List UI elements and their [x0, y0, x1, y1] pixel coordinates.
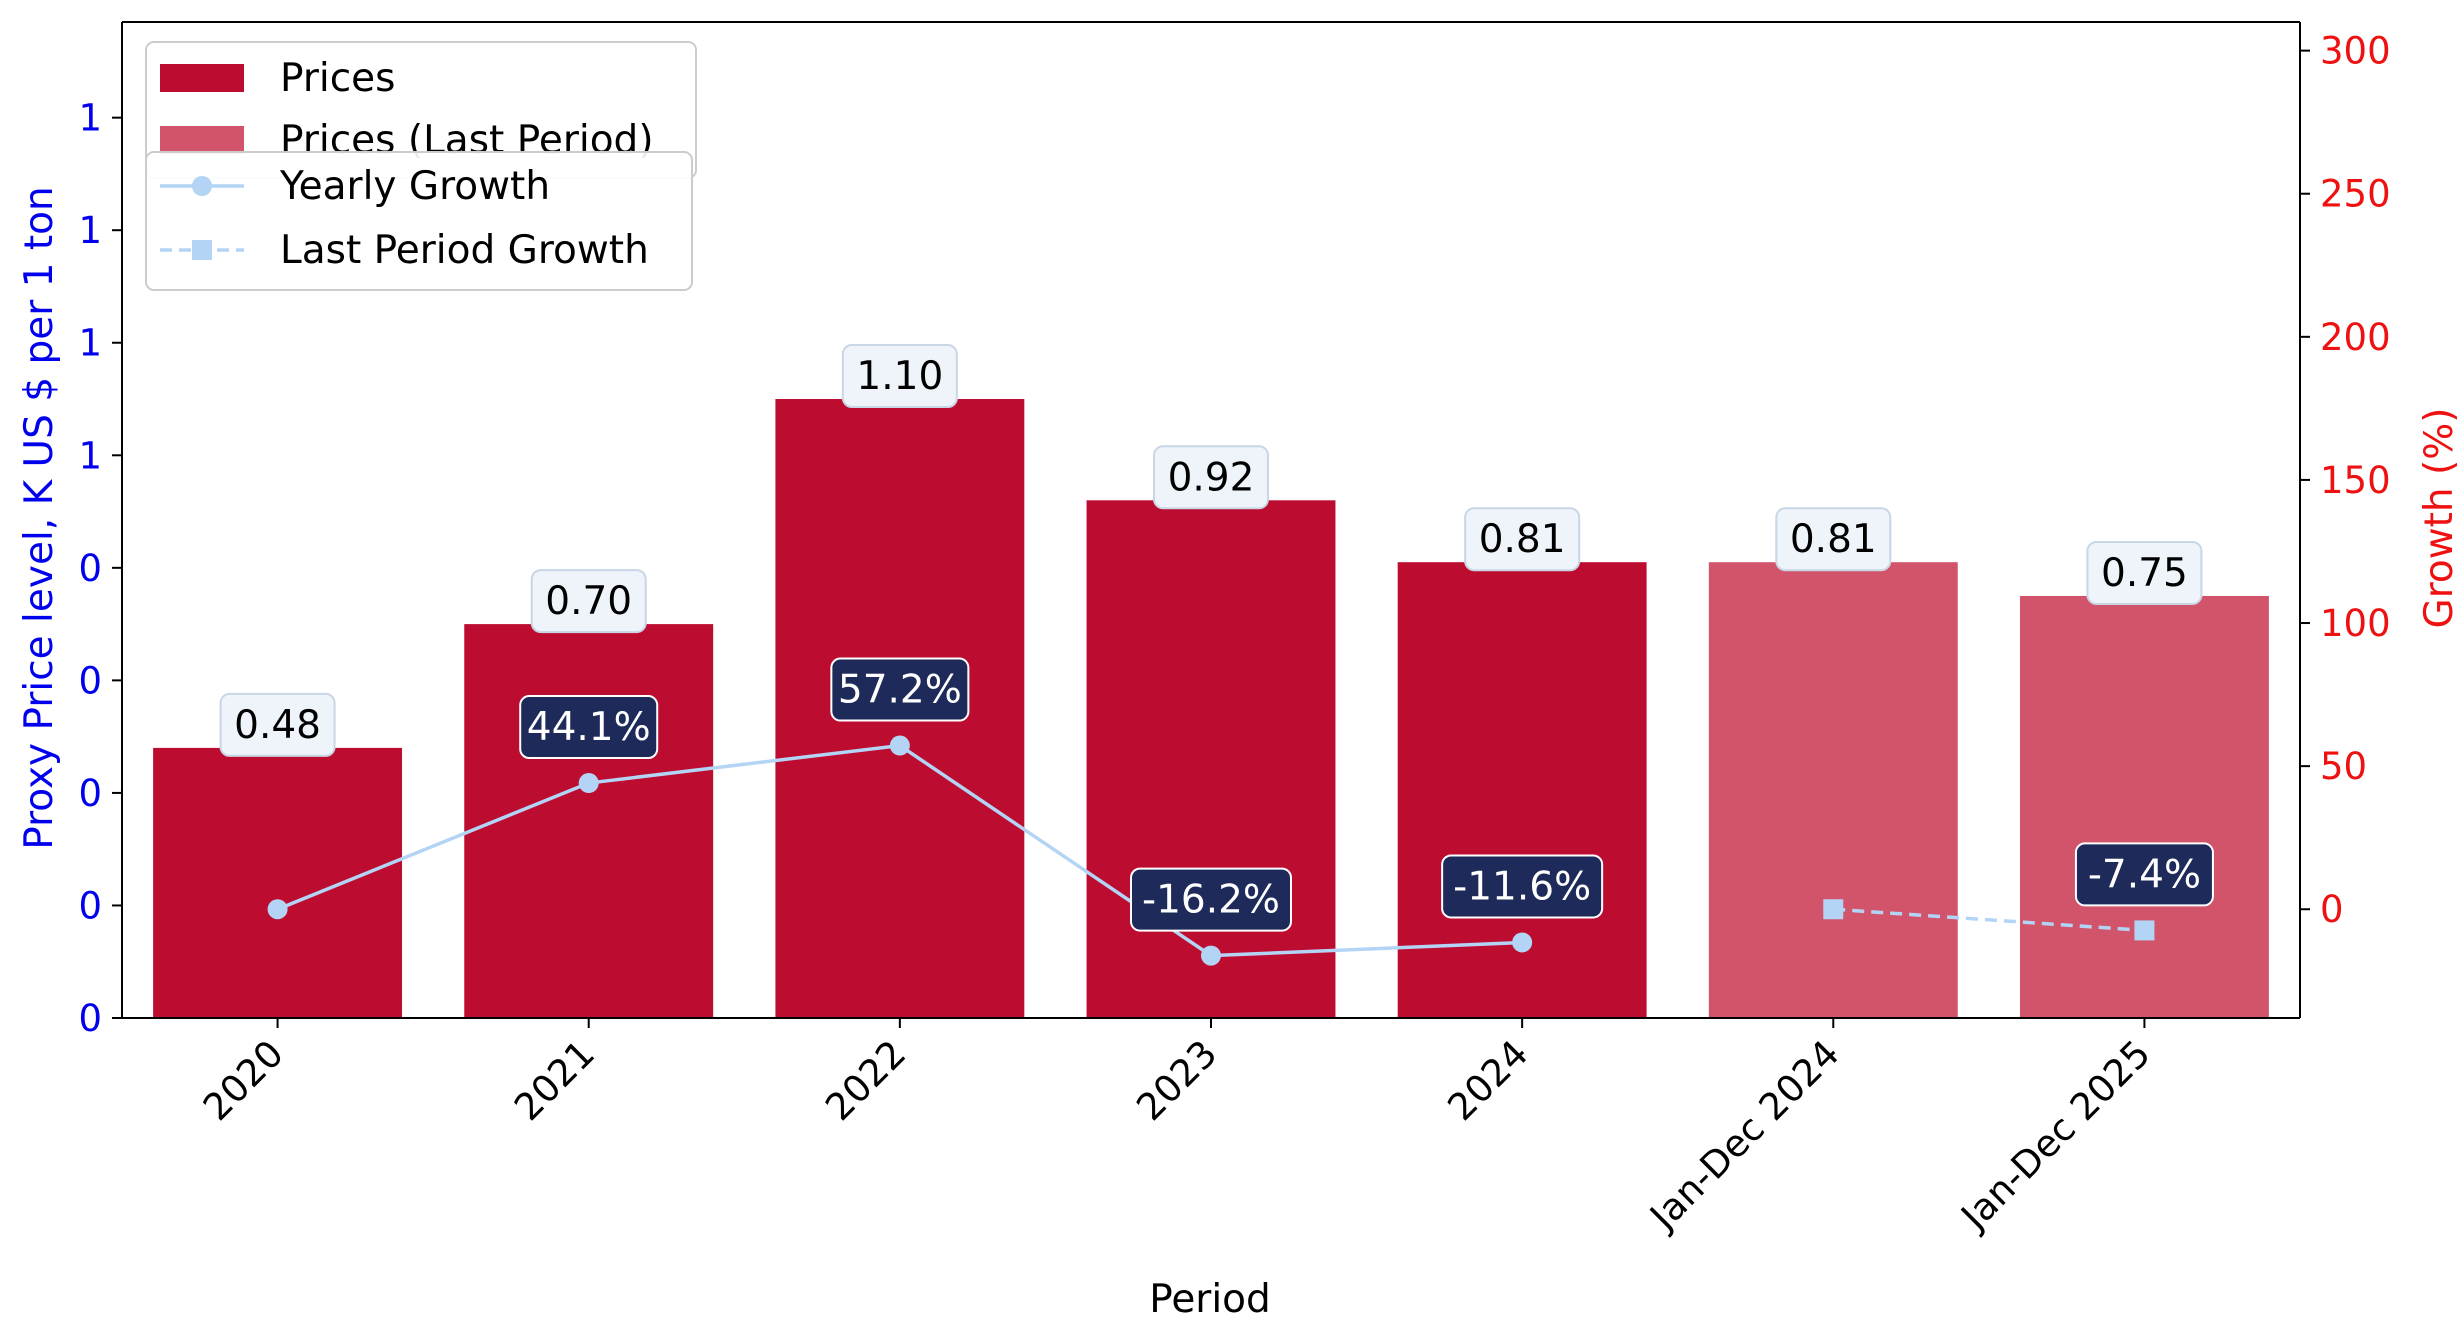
bar-label-2020-box — [219, 692, 336, 757]
y-tick-label-8: 1 — [78, 97, 102, 140]
bar-label-2021: 0.70 — [545, 579, 632, 624]
y2-tick-label-6: 300 — [2320, 30, 2391, 73]
y2-tick-label-3: 150 — [2320, 459, 2391, 502]
bar-2020 — [153, 747, 403, 1018]
growth-lines-group — [267, 735, 2155, 966]
growth-label-2024: -11.6% — [1453, 864, 1591, 909]
y2-axis-title: Growth (%) — [2417, 407, 2462, 628]
y2-tick-label-2: 100 — [2320, 602, 2391, 645]
y-tick-label-1: 0 — [78, 884, 102, 927]
x-tick-label-2023: 2023 — [1128, 1032, 1225, 1129]
last-period-growth-point-jan-dec-2025 — [2134, 920, 2155, 941]
y2-tick-label-4: 200 — [2320, 316, 2391, 359]
growth-label-2021-box — [519, 695, 659, 760]
bar-label-2023: 0.92 — [1168, 455, 1255, 500]
y2-tick-label-1: 50 — [2320, 745, 2367, 788]
x-tick-label-2022: 2022 — [817, 1032, 914, 1129]
yearly-growth-point-2022 — [889, 735, 910, 756]
growth-label-2022: 57.2% — [838, 668, 962, 713]
bar-label-jan-dec-2025-box — [2086, 540, 2203, 605]
bar-2023 — [1086, 500, 1336, 1019]
x-tick-label-jan-dec-2025: Jan-Dec 2025 — [1952, 1032, 2159, 1239]
legend-label-prices: Prices — [280, 56, 395, 101]
legend-marker-last-period-growth — [192, 240, 212, 260]
legend-lines-frame — [145, 151, 693, 291]
growth-label-2024-box — [1441, 854, 1604, 919]
legend-swatch-prices — [160, 64, 244, 92]
x-tick-label-jan-dec-2024: Jan-Dec 2024 — [1641, 1032, 1848, 1239]
legend-label-yearly-growth: Yearly Growth — [279, 164, 550, 209]
y-tick-label-2: 0 — [78, 772, 102, 815]
data-labels-group: 0.48 0.70 1.10 0.92 0.81 0.81 0.75 44.1% 57.2% -1… — [219, 344, 2214, 932]
bar-label-2020: 0.48 — [234, 703, 321, 748]
y-axis-title: Proxy Price level, K US $ per 1 ton — [17, 186, 62, 849]
growth-label-2021: 44.1% — [527, 705, 651, 750]
bar-jan-dec-2024 — [1708, 562, 1958, 1018]
growth-label-jan-dec-2025-box — [2074, 842, 2214, 907]
yearly-growth-point-2021 — [578, 773, 599, 794]
x-tick-label-2021: 2021 — [506, 1032, 603, 1129]
growth-label-jan-dec-2025: -7.4% — [2088, 852, 2201, 897]
bar-label-2024: 0.81 — [1479, 517, 1566, 562]
growth-label-2023-box — [1130, 867, 1292, 932]
y-tick-label-5: 1 — [78, 434, 102, 477]
x-tick-label-2020: 2020 — [195, 1032, 292, 1129]
y-tick-label-6: 1 — [78, 322, 102, 365]
bar-2021 — [464, 624, 714, 1018]
bar-label-2022-box — [841, 344, 958, 409]
legend-marker-yearly-growth — [192, 176, 212, 196]
bar-label-2022: 1.10 — [856, 354, 943, 399]
bar-label-2024-box — [1464, 507, 1581, 572]
yearly-growth-point-2020 — [267, 899, 288, 920]
legend-swatch-prices-last-period — [160, 126, 244, 154]
y2-tick-label-0: 0 — [2320, 888, 2344, 931]
y-tick-label-4: 0 — [78, 547, 102, 590]
bar-label-2021-box — [530, 569, 647, 634]
x-tick-label-2024: 2024 — [1440, 1032, 1537, 1129]
bar-label-jan-dec-2024: 0.81 — [1790, 517, 1877, 562]
yearly-growth-point-2023 — [1201, 945, 1221, 966]
growth-label-2023: -16.2% — [1142, 878, 1280, 923]
y-tick-label-7: 1 — [78, 209, 102, 252]
y2-tick-label-5: 250 — [2320, 173, 2391, 216]
last-period-growth-line — [1833, 907, 2145, 933]
bar-label-jan-dec-2025: 0.75 — [2101, 551, 2188, 596]
growth-label-2022-box — [830, 657, 970, 722]
last-period-growth-point-jan-dec-2024 — [1823, 899, 1844, 920]
y-tick-label-0: 0 — [78, 997, 102, 1040]
legend-label-last-period-growth: Last Period Growth — [280, 228, 649, 273]
bar-jan-dec-2025 — [2019, 595, 2269, 1018]
bar-label-jan-dec-2024-box — [1775, 507, 1892, 572]
y-tick-label-3: 0 — [78, 659, 102, 702]
yearly-growth-point-2024 — [1512, 932, 1533, 953]
x-axis-title: Period — [1149, 1277, 1271, 1322]
bar-label-2023-box — [1153, 445, 1269, 510]
